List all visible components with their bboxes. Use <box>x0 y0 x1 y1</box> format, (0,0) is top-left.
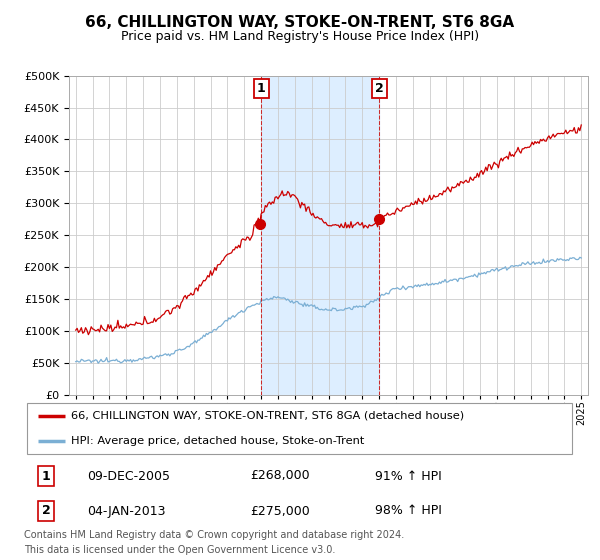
Text: HPI: Average price, detached house, Stoke-on-Trent: HPI: Average price, detached house, Stok… <box>71 436 364 446</box>
Text: 1: 1 <box>257 82 265 95</box>
Text: 1: 1 <box>42 469 50 483</box>
Text: £275,000: £275,000 <box>250 505 310 517</box>
Text: This data is licensed under the Open Government Licence v3.0.: This data is licensed under the Open Gov… <box>24 545 335 555</box>
Bar <box>261 76 379 395</box>
Text: 2: 2 <box>42 505 50 517</box>
FancyBboxPatch shape <box>27 403 572 454</box>
Text: 2: 2 <box>374 82 383 95</box>
Text: Price paid vs. HM Land Registry's House Price Index (HPI): Price paid vs. HM Land Registry's House … <box>121 30 479 43</box>
Text: £268,000: £268,000 <box>250 469 310 483</box>
Text: 91% ↑ HPI: 91% ↑ HPI <box>374 469 441 483</box>
Text: 04-JAN-2013: 04-JAN-2013 <box>88 505 166 517</box>
Text: Contains HM Land Registry data © Crown copyright and database right 2024.: Contains HM Land Registry data © Crown c… <box>24 530 404 540</box>
Text: 09-DEC-2005: 09-DEC-2005 <box>88 469 170 483</box>
Text: 98% ↑ HPI: 98% ↑ HPI <box>374 505 442 517</box>
Text: 66, CHILLINGTON WAY, STOKE-ON-TRENT, ST6 8GA (detached house): 66, CHILLINGTON WAY, STOKE-ON-TRENT, ST6… <box>71 410 464 421</box>
Text: 66, CHILLINGTON WAY, STOKE-ON-TRENT, ST6 8GA: 66, CHILLINGTON WAY, STOKE-ON-TRENT, ST6… <box>85 15 515 30</box>
